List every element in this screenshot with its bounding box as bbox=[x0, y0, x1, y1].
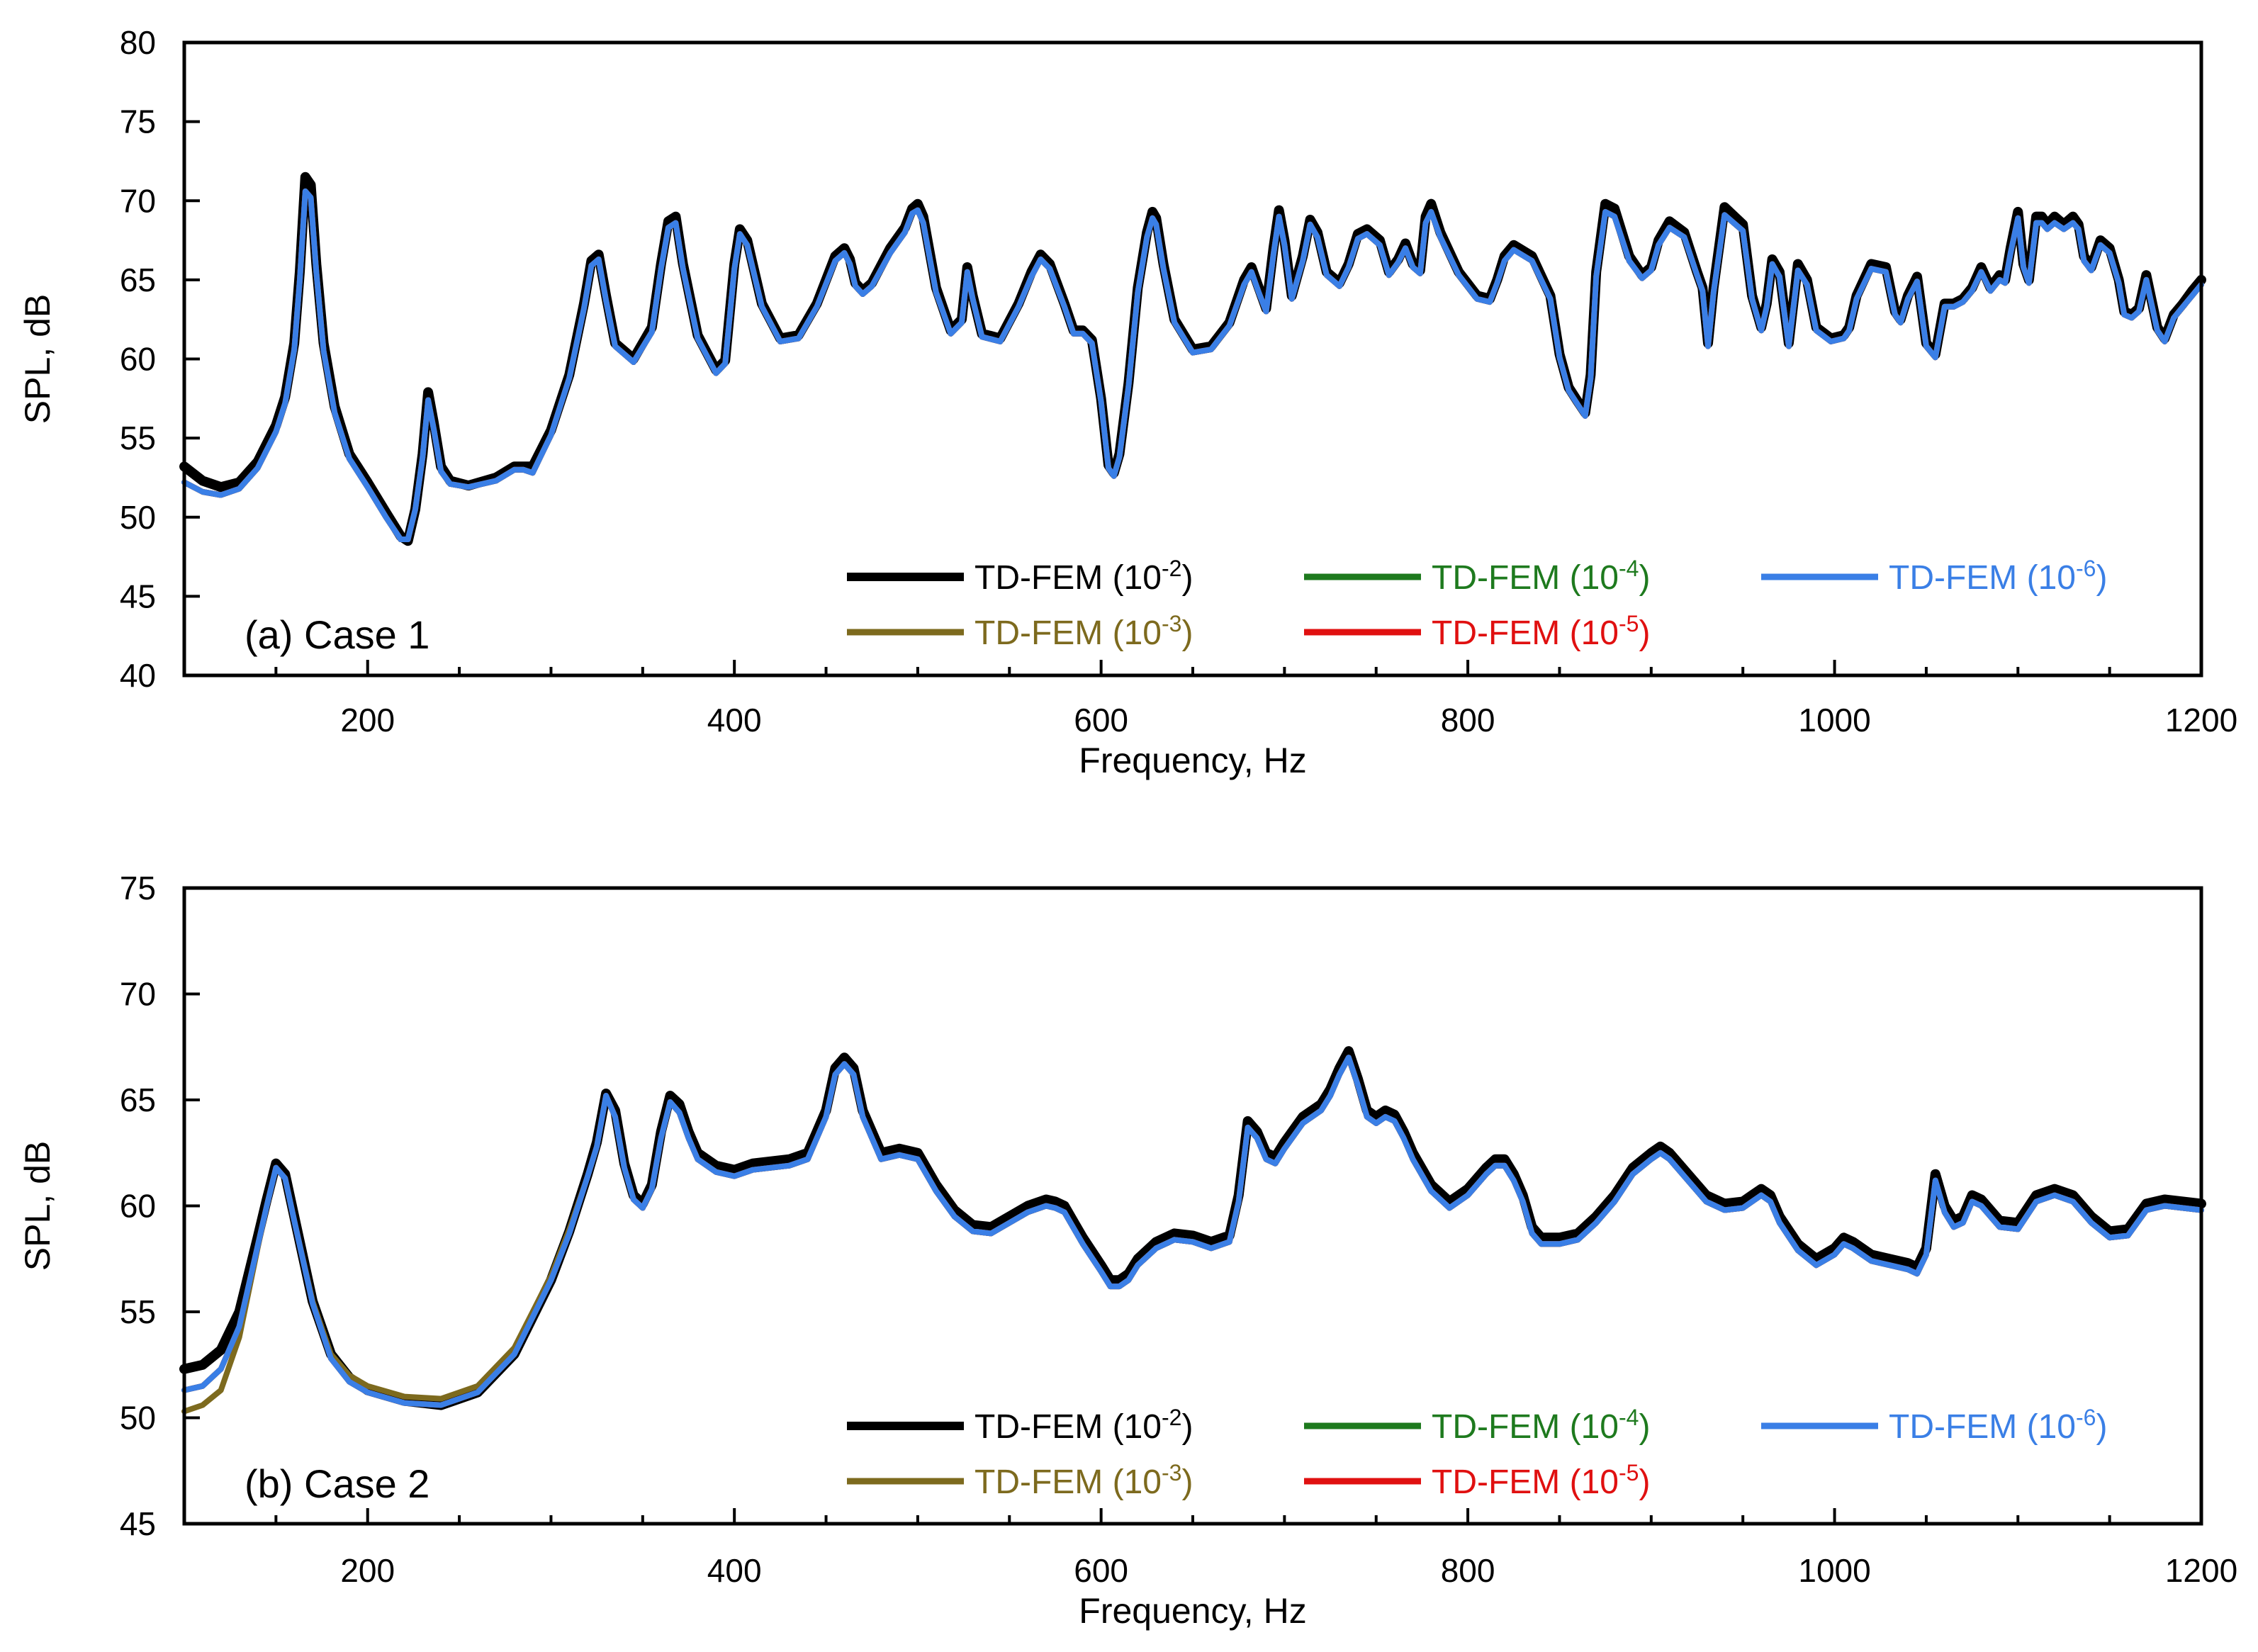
series-line-m6 bbox=[181, 188, 2204, 542]
legend-item: TD-FEM (10-5) bbox=[1304, 611, 1650, 652]
legend-label: TD-FEM (10-3) bbox=[974, 1460, 1193, 1501]
legend-label: TD-FEM (10-5) bbox=[1432, 1460, 1650, 1501]
legend-label: TD-FEM (10-3) bbox=[974, 611, 1193, 652]
x-tick-label: 400 bbox=[707, 702, 762, 738]
legend-item: TD-FEM (10-4) bbox=[1304, 1405, 1650, 1446]
series-line-m4 bbox=[181, 188, 2204, 542]
y-tick-label: 70 bbox=[120, 976, 156, 1013]
legend-label: TD-FEM (10-2) bbox=[974, 1405, 1193, 1446]
legend: TD-FEM (10-2) TD-FEM (10-3) TD-FEM (10-4) T… bbox=[847, 556, 2107, 652]
x-tick-label: 200 bbox=[340, 702, 395, 738]
x-tick-label: 800 bbox=[1441, 702, 1495, 738]
legend-label: TD-FEM (10-6) bbox=[1889, 1405, 2107, 1446]
y-tick-label: 65 bbox=[120, 1081, 156, 1118]
x-tick-label: 600 bbox=[1074, 702, 1128, 738]
y-tick-label: 60 bbox=[120, 341, 156, 378]
legend-label: TD-FEM (10-5) bbox=[1432, 611, 1650, 652]
x-axis-label: Frequency, Hz bbox=[1079, 1591, 1306, 1631]
y-tick-label: 45 bbox=[120, 578, 156, 614]
x-tick-label: 400 bbox=[707, 1552, 762, 1589]
y-tick-label: 75 bbox=[120, 103, 156, 140]
y-tick-label: 75 bbox=[120, 870, 156, 906]
x-tick-label: 1000 bbox=[1798, 1552, 1870, 1589]
y-tick-label: 45 bbox=[120, 1505, 156, 1542]
y-tick-label: 40 bbox=[120, 657, 156, 694]
x-tick-label: 1200 bbox=[2165, 1552, 2237, 1589]
series-line-m5 bbox=[181, 188, 2204, 542]
series-line-m3 bbox=[181, 188, 2204, 542]
legend-item: TD-FEM (10-3) bbox=[847, 1460, 1193, 1501]
x-tick-label: 600 bbox=[1074, 1552, 1128, 1589]
y-tick-label: 50 bbox=[120, 1400, 156, 1437]
y-tick-label: 80 bbox=[120, 24, 156, 61]
x-tick-label: 200 bbox=[340, 1552, 395, 1589]
series-line-m2 bbox=[179, 1046, 2206, 1410]
panel-label: (b) Case 2 bbox=[245, 1461, 429, 1506]
y-axis-label: SPL, dB bbox=[18, 1141, 57, 1271]
y-tick-label: 60 bbox=[120, 1188, 156, 1225]
y-tick-label: 55 bbox=[120, 420, 156, 456]
y-tick-label: 65 bbox=[120, 262, 156, 298]
series-line-m6 bbox=[181, 1055, 2204, 1408]
legend-item: TD-FEM (10-3) bbox=[847, 611, 1193, 652]
legend-label: TD-FEM (10-2) bbox=[974, 556, 1193, 597]
x-tick-label: 800 bbox=[1441, 1552, 1495, 1589]
x-axis-label: Frequency, Hz bbox=[1079, 741, 1306, 780]
chart-panel-a: 40 45 50 55 60 65 70 75 80 200 400 600 800 1000 1200 Fr… bbox=[18, 24, 2237, 780]
series-line-m2 bbox=[179, 172, 2206, 546]
x-tick-label: 1000 bbox=[1798, 702, 1870, 738]
legend-item: TD-FEM (10-6) bbox=[1761, 1405, 2107, 1446]
y-tick-label: 70 bbox=[120, 182, 156, 219]
chart-panel-b: 45 50 55 60 65 70 75 200 400 600 800 1000 1200 Freque… bbox=[18, 870, 2237, 1631]
legend-item: TD-FEM (10-5) bbox=[1304, 1460, 1650, 1501]
legend-label: TD-FEM (10-4) bbox=[1432, 1405, 1650, 1446]
legend-item: TD-FEM (10-4) bbox=[1304, 556, 1650, 597]
legend-item: TD-FEM (10-2) bbox=[847, 556, 1193, 597]
y-tick-label: 55 bbox=[120, 1293, 156, 1330]
panel-label: (a) Case 1 bbox=[245, 612, 429, 657]
legend-label: TD-FEM (10-4) bbox=[1432, 556, 1650, 597]
y-axis-label: SPL, dB bbox=[18, 294, 57, 424]
legend-item: TD-FEM (10-6) bbox=[1761, 556, 2107, 597]
y-tick-label: 50 bbox=[120, 499, 156, 536]
legend-item: TD-FEM (10-2) bbox=[847, 1405, 1193, 1446]
x-tick-label: 1200 bbox=[2165, 702, 2237, 738]
legend: TD-FEM (10-2) TD-FEM (10-3) TD-FEM (10-4) T… bbox=[847, 1405, 2107, 1501]
legend-label: TD-FEM (10-6) bbox=[1889, 556, 2107, 597]
